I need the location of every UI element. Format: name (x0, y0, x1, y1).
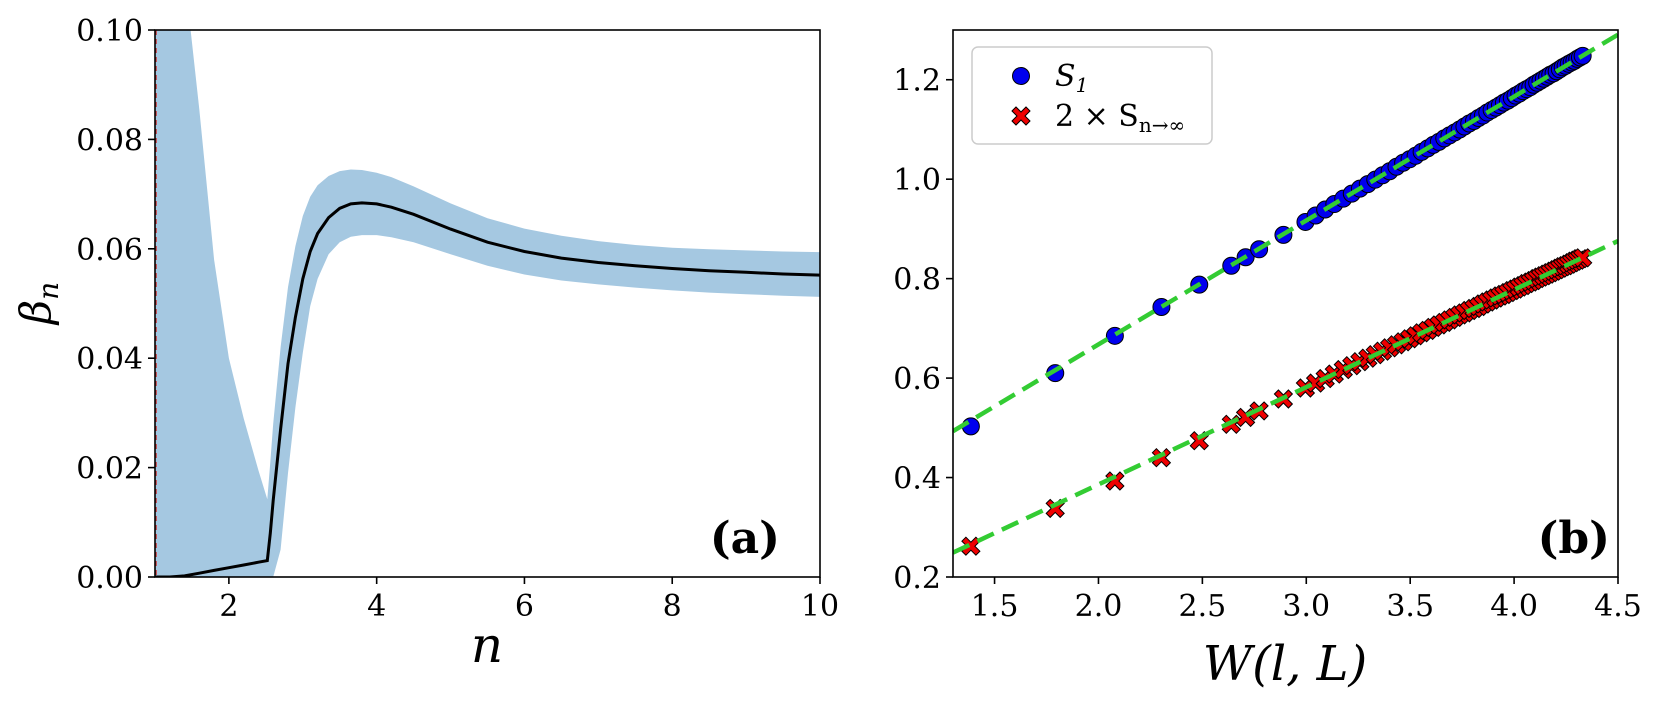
x-tick-label: 3.0 (1282, 589, 1330, 624)
y-axis-ticks-b: 0.2 0.4 0.6 0.8 1.0 1.2 (893, 64, 953, 596)
x-axis-ticks-a: 2 4 6 8 10 (219, 577, 839, 624)
legend-label-s-inf-sub: n→∞ (1139, 113, 1185, 137)
panel-label-a: (a) (710, 513, 780, 564)
y-axis-label-a-main: β (11, 300, 60, 326)
x-tick-label: 4.5 (1594, 589, 1642, 624)
y-tick-label: 0.4 (893, 462, 941, 497)
panel-label-b: (b) (1538, 513, 1610, 564)
legend-label-s1-main: S (1055, 59, 1076, 94)
y-tick-label: 0.06 (76, 233, 143, 268)
x-tick-label: 4 (367, 589, 386, 624)
legend-label-s-inf-main: 2 × S (1055, 99, 1139, 134)
uncertainty-band (155, 30, 820, 577)
legend-label-s-inf: 2 × Sn→∞ (1055, 99, 1185, 137)
chart-panel-b: 1.5 2.0 2.5 3.0 3.5 4.0 4.5 0.2 0.4 0.6 0.8 1.0 1.2… (893, 29, 1642, 692)
legend-box (971, 46, 1213, 145)
y-tick-label: 0.00 (76, 561, 143, 596)
x-tick-label: 6 (515, 589, 534, 624)
y-tick-label: 0.10 (76, 14, 143, 49)
y-tick-label: 0.8 (893, 263, 941, 298)
x-tick-label: 8 (663, 589, 682, 624)
y-tick-label: 0.6 (893, 362, 941, 397)
beta-n-curve (155, 201, 820, 577)
y-tick-label: 1.2 (893, 64, 941, 99)
y-axis-label-a-sub: n (32, 282, 65, 300)
chart-panel-a: 2 4 6 8 10 0.000.020.040.060.080.10 n βn (a) (11, 14, 839, 674)
legend-label-s1-sub: 1 (1076, 73, 1089, 97)
x-tick-label: 2.0 (1075, 589, 1123, 624)
x-tick-label: 2 (219, 589, 238, 624)
legend: S1 2 × Sn→∞ (971, 46, 1213, 145)
y-tick-label: 0.2 (893, 561, 941, 596)
plot-frame-a (154, 29, 821, 578)
point-s-inf (961, 536, 981, 556)
y-tick-label: 0.04 (76, 342, 143, 377)
y-axis-label-a: βn (11, 282, 65, 326)
legend-marker-s1 (1012, 67, 1030, 85)
x-axis-label-b: W(l, L) (1203, 636, 1368, 692)
legend-label-s1: S1 (1055, 59, 1088, 97)
x-tick-label: 1.5 (971, 589, 1019, 624)
x-tick-label: 10 (801, 589, 839, 624)
fit-lines (953, 32, 1618, 555)
fit-line (953, 32, 1618, 434)
x-tick-label: 4.0 (1490, 589, 1538, 624)
x-tick-label: 2.5 (1179, 589, 1227, 624)
y-tick-label: 0.02 (76, 452, 143, 487)
x-axis-label-a: n (471, 616, 503, 674)
fit-line (953, 239, 1618, 555)
legend-marker-s-inf (1011, 106, 1031, 126)
y-tick-label: 0.08 (76, 123, 143, 158)
x-axis-ticks-b: 1.5 2.0 2.5 3.0 3.5 4.0 4.5 (971, 577, 1642, 624)
y-axis-ticks-a: 0.00 0.02 0.04 0.06 0.08 0.10 (76, 14, 155, 596)
plot-frame-b (952, 29, 1619, 578)
x-tick-label: 3.5 (1386, 589, 1434, 624)
y-tick-label: 1.0 (893, 163, 941, 198)
